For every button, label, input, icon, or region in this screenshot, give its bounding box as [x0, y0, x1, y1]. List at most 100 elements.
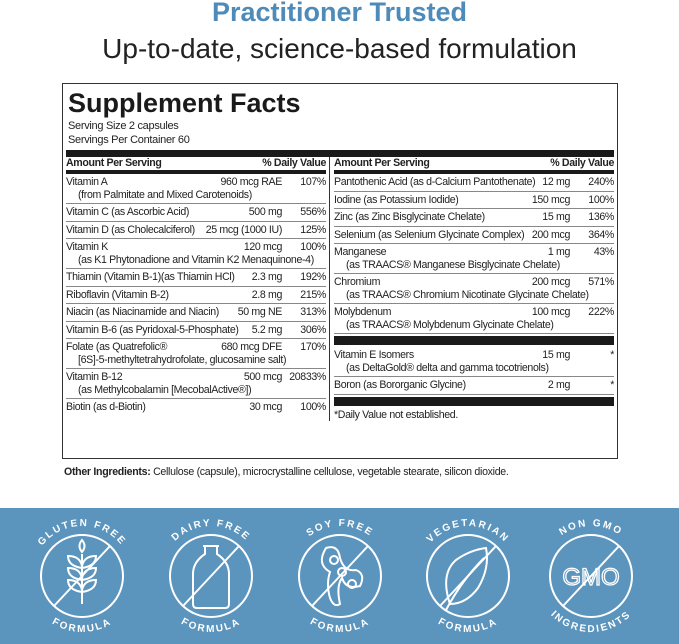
nutrient-amount: 680 mcg DFE — [221, 341, 282, 353]
nutrient-name: Vitamin D (as Cholecalciferol) — [66, 223, 195, 236]
nutrient-name: Manganese — [334, 246, 387, 258]
svg-text:FORMULA: FORMULA — [50, 616, 114, 635]
nutrient-line: Vitamin A 960 mcg RAE 107% — [66, 176, 326, 189]
other-ingredients: Other Ingredients: Cellulose (capsule), … — [64, 466, 509, 478]
nutrient-dv: 100% — [300, 241, 326, 253]
headline: Practitioner Trusted — [211, 0, 468, 27]
amount-header: Amount Per Serving — [66, 157, 162, 170]
gmo-label: GMO — [562, 564, 619, 591]
badge-ring — [40, 534, 124, 618]
nutrient-dv: 364% — [588, 228, 614, 241]
nutrient-line: Chromium 200 mcg 571% — [334, 276, 614, 289]
nutrient-row: Manganese 1 mg 43% (as TRAACS® Manganese Bi… — [334, 244, 614, 274]
badge-bottom-text: FORMULA — [308, 616, 370, 635]
nutrient-dv: 192% — [300, 271, 326, 283]
nutrient-name: Vitamin E Isomers — [334, 349, 414, 361]
nutrient-dv: 20833% — [289, 371, 326, 383]
badge-bottom-text: FORMULA — [179, 616, 241, 635]
nutrient-line: Vitamin B-6 (as Pyridoxal-5-Phosphate) 5.… — [66, 324, 326, 337]
badge-top-text: DAIRY FREE — [170, 518, 251, 544]
nutrient-line: Selenium (as Selenium Glycinate Complex)… — [334, 229, 614, 242]
nutrient-amount: 15 mg — [542, 349, 570, 361]
badge-vegetarian: VEGETARIAN FORMULA — [425, 518, 511, 635]
nutrient-amount: 25 mcg (1000 IU) — [205, 223, 283, 236]
nutrient-dv: 43% — [593, 246, 615, 258]
nutrient-amount: 30 mcg — [249, 401, 282, 413]
nutrient-amount: 500 mg — [248, 206, 283, 218]
nutrient-name: Vitamin K — [66, 241, 108, 253]
nutrient-name: Zinc (as Zinc Bisglycinate Chelate) — [334, 211, 485, 223]
leaf-icon — [445, 546, 488, 611]
nutrient-name: Vitamin C (as Ascorbic Acid) — [66, 206, 190, 218]
nutrient-dv: 100% — [588, 193, 614, 206]
nutrient-dv: 136% — [588, 211, 614, 223]
nutrient-name: Pantothenic Acid (as d-Calcium Pantothen… — [334, 176, 536, 188]
nutrient-amount: 150 mcg — [531, 193, 571, 206]
nutrient-row: Pantothenic Acid (as d-Calcium Pantothen… — [334, 174, 614, 192]
nutrient-row: Boron (as Bororganic Glycine) 2 mg * — [334, 377, 614, 395]
nutrient-dv: 571% — [588, 276, 614, 288]
nutrient-dv: 125% — [300, 223, 326, 236]
nutrient-line: Zinc (as Zinc Bisglycinate Chelate) 15 mg… — [334, 211, 614, 224]
badge-ring — [169, 534, 253, 618]
nutrient-amount: 2.3 mg — [251, 271, 283, 283]
svg-text:FORMULA: FORMULA — [436, 616, 500, 635]
nutrient-amount: 120 mcg — [243, 241, 283, 253]
nutrient-amount: 960 mcg RAE — [220, 176, 282, 188]
nutrient-row: Vitamin A 960 mcg RAE 107% (from Palmitate … — [66, 174, 326, 204]
nutrient-row: Biotin (as d-Biotin) 30 mcg 100% — [66, 399, 326, 416]
nutrient-line: Folate (as Quatrefolic® 680 mcg DFE 170% — [66, 341, 326, 354]
nutrient-line: Boron (as Bororganic Glycine) 2 mg * — [334, 379, 614, 392]
other-ingredients-text: Cellulose (capsule), microcrystalline ce… — [150, 466, 509, 478]
nutrient-source: (from Palmitate and Mixed Carotenoids) — [78, 188, 252, 201]
nutrient-source: (as K1 Phytonadione and Vitamin K2 Menaq… — [78, 253, 314, 266]
nutrient-row: Vitamin E Isomers 15 mg * (as DeltaGold® de… — [334, 347, 614, 377]
svg-text:DAIRY FREE: DAIRY FREE — [170, 518, 253, 544]
svg-text:INGREDIENTS: INGREDIENTS — [548, 609, 633, 635]
divider-bar — [334, 336, 614, 345]
wheat-icon — [66, 538, 98, 604]
facts-column-left: Amount Per Serving % Daily Value Vitamin … — [66, 157, 330, 421]
nutrient-name: Boron (as Bororganic Glycine) — [334, 379, 466, 391]
nutrient-source: (as TRAACS® Molybdenum Glycinate Chelate… — [346, 318, 554, 331]
nutrient-name: Vitamin B-12 — [66, 371, 123, 383]
subheadline: Up-to-date, science-based formulation — [102, 33, 577, 64]
nutrient-source: (as TRAACS® Chromium Nicotinate Glycinat… — [346, 288, 589, 301]
nutrient-row: Iodine (as Potassium Iodide) 150 mcg 100% — [334, 192, 614, 209]
nutrient-dv: 107% — [300, 176, 326, 188]
badge-top-text: VEGETARIAN — [425, 518, 509, 545]
nutrient-name: Chromium — [334, 276, 381, 288]
nutrient-amount: 200 mcg — [531, 228, 571, 241]
nutrient-name: Thiamin (Vitamin B-1)(as Thiamin HCl) — [66, 271, 235, 283]
nutrient-amount: 200 mcg — [531, 276, 571, 288]
nutrient-line: Vitamin K 120 mcg 100% — [66, 241, 326, 254]
footnote: *Daily Value not established. — [334, 408, 458, 421]
serving-size: Serving Size 2 capsules — [68, 120, 179, 132]
nutrient-dv: 215% — [300, 288, 326, 301]
badge-top-text: GLUTEN FREE — [36, 518, 126, 548]
nutrient-name: Folate (as Quatrefolic® — [66, 341, 168, 353]
column-header: Amount Per Serving % Daily Value — [66, 157, 326, 174]
nutrient-row: Vitamin B-6 (as Pyridoxal-5-Phosphate) 5.… — [66, 322, 326, 339]
svg-text:VEGETARIAN: VEGETARIAN — [425, 518, 511, 545]
other-ingredients-label: Other Ingredients: — [64, 466, 151, 478]
nutrient-row: Vitamin K 120 mcg 100% (as K1 Phytonadione … — [66, 239, 326, 269]
nutrient-line: Vitamin C (as Ascorbic Acid) 500 mg 556% — [66, 206, 326, 219]
badge-bottom-text: INGREDIENTS — [548, 609, 631, 635]
nutrient-row: Thiamin (Vitamin B-1)(as Thiamin HCl) 2.3… — [66, 269, 326, 287]
badge-ring — [298, 534, 382, 618]
certification-band: GLUTEN FREE FORMULA DAIRY FREE FORMULA S… — [0, 508, 679, 644]
supplement-facts-panel: Supplement Facts Serving Size 2 capsules… — [62, 83, 618, 459]
facts-title: Supplement Facts — [68, 88, 301, 118]
nutrient-name: Molybdenum — [334, 306, 392, 318]
nutrient-amount: 50 mg NE — [237, 306, 283, 318]
nutrient-line: Pantothenic Acid (as d-Calcium Pantothen… — [334, 176, 614, 189]
nutrient-row: Folate (as Quatrefolic® 680 mcg DFE 170% [6… — [66, 339, 326, 369]
nutrient-row: Zinc (as Zinc Bisglycinate Chelate) 15 mg… — [334, 209, 614, 227]
nutrient-source: (as TRAACS® Manganese Bisglycinate Chela… — [346, 258, 560, 271]
badge-bottom-text: FORMULA — [50, 616, 112, 635]
svg-text:GLUTEN FREE: GLUTEN FREE — [36, 518, 128, 548]
facts-column-right: Amount Per Serving % Daily Value Pantothe… — [330, 157, 614, 421]
nutrient-row: Chromium 200 mcg 571% (as TRAACS® Chromium … — [334, 274, 614, 304]
nutrient-dv: 100% — [300, 401, 326, 413]
